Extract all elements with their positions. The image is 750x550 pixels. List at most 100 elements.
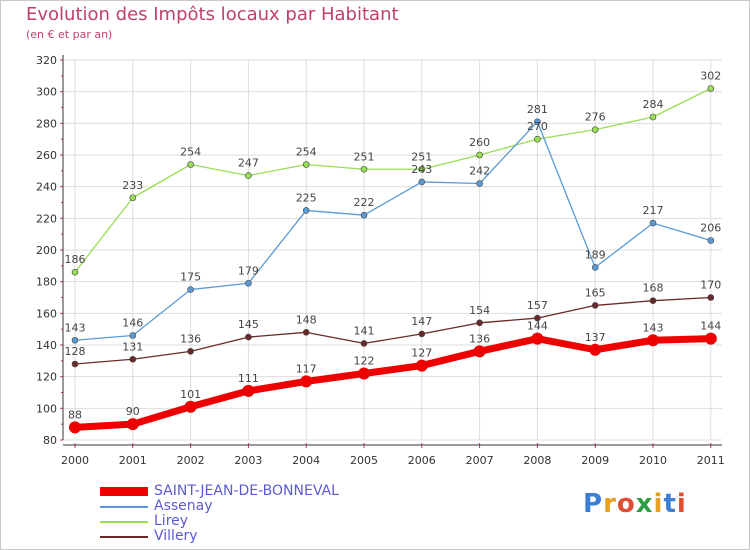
data-label: 281 <box>527 103 548 116</box>
data-point <box>360 211 368 219</box>
logo-letter: o <box>616 489 636 519</box>
y-tick-label: 100 <box>36 402 57 415</box>
chart-title: Evolution des Impôts locaux par Habitant <box>26 4 399 25</box>
data-label: 122 <box>354 355 375 368</box>
x-tick-label: 2006 <box>408 454 436 467</box>
series-lines <box>69 85 717 434</box>
data-point <box>589 343 602 356</box>
data-label: 217 <box>643 204 664 217</box>
x-tick-label: 2009 <box>581 454 609 467</box>
logo-letter: i <box>653 489 664 519</box>
x-tick-label: 2001 <box>119 454 147 467</box>
data-label: 251 <box>411 150 432 163</box>
legend-item-saint-jean: SAINT-JEAN-DE-BONNEVAL <box>100 484 420 499</box>
legend: SAINT-JEAN-DE-BONNEVAL Assenay Lirey Vil… <box>100 484 420 544</box>
logo-letter: x <box>635 489 654 519</box>
data-label: 254 <box>296 146 317 159</box>
data-point <box>302 329 310 336</box>
data-label: 165 <box>585 286 606 299</box>
grid-lines <box>63 59 722 441</box>
data-point <box>649 297 657 304</box>
data-label: 170 <box>700 279 721 292</box>
data-label: 247 <box>238 157 259 170</box>
data-label: 189 <box>585 248 606 261</box>
data-point <box>418 165 426 173</box>
data-point <box>649 219 657 227</box>
legend-item-assenay: Assenay <box>100 499 420 514</box>
data-label: 222 <box>354 196 375 209</box>
data-point <box>647 334 659 347</box>
series-line-assenay <box>74 121 711 341</box>
data-point <box>476 151 483 159</box>
data-point <box>129 332 137 339</box>
data-label: 90 <box>126 405 140 418</box>
data-point <box>534 118 541 126</box>
axes: 80 100 120 140 160 180 200 220 240 260 280 300 320 20… <box>36 54 725 467</box>
y-tick-label: 320 <box>36 54 57 67</box>
data-label: 270 <box>527 120 548 133</box>
data-label: 186 <box>65 253 86 266</box>
y-tick-label: 300 <box>36 86 57 99</box>
data-point <box>300 375 313 388</box>
data-label: 154 <box>469 304 490 317</box>
chart-subtitle: (en € et par an) <box>26 28 113 41</box>
data-point <box>707 237 715 244</box>
data-label: 137 <box>585 331 606 344</box>
data-label: 131 <box>122 340 143 353</box>
data-point <box>591 126 599 133</box>
legend-label: Lirey <box>154 513 189 529</box>
data-point <box>707 85 715 92</box>
x-tick-label: 2008 <box>523 454 551 467</box>
data-point <box>534 314 541 322</box>
data-point <box>184 400 197 413</box>
y-tick-label: 180 <box>36 276 57 289</box>
y-tick-label: 80 <box>43 434 57 447</box>
data-point <box>126 418 139 431</box>
data-point <box>69 421 81 434</box>
y-tick-label: 220 <box>36 212 57 225</box>
data-point <box>71 360 79 368</box>
data-point <box>473 345 486 358</box>
data-label: 276 <box>585 111 606 124</box>
data-point <box>242 384 255 397</box>
data-point <box>415 359 428 372</box>
data-label: 243 <box>411 163 432 176</box>
y-tick-label: 120 <box>36 371 57 384</box>
data-label: 144 <box>700 320 721 333</box>
y-tick-label: 240 <box>36 181 57 194</box>
legend-swatch <box>100 536 148 538</box>
data-point <box>187 161 194 168</box>
legend-label: SAINT-JEAN-DE-BONNEVAL <box>154 483 339 499</box>
x-tick-label: 2010 <box>639 454 667 467</box>
data-point <box>129 355 137 363</box>
data-label: 136 <box>469 332 490 345</box>
data-label: 254 <box>180 146 201 159</box>
data-label: 111 <box>238 372 259 385</box>
x-tick-label: 2007 <box>466 454 494 467</box>
series-line-saint-jean-de-bonneval <box>74 335 711 431</box>
logo-letter: i <box>676 489 687 519</box>
x-tick-label: 2002 <box>177 454 205 467</box>
data-label: 136 <box>180 332 201 345</box>
data-label: 146 <box>122 317 143 330</box>
data-point <box>129 194 137 202</box>
proxiti-logo: Proxiti <box>583 489 687 519</box>
data-label: 145 <box>238 318 259 331</box>
legend-label: Assenay <box>154 498 213 514</box>
x-tick-label: 2005 <box>350 454 378 467</box>
data-point <box>302 161 310 168</box>
data-label: 168 <box>643 282 664 295</box>
data-point <box>71 336 79 344</box>
data-label: 144 <box>527 320 548 333</box>
data-label: 179 <box>238 264 259 277</box>
y-tick-label: 200 <box>36 244 57 257</box>
data-point <box>476 180 483 187</box>
x-tick-label: 2003 <box>234 454 262 467</box>
data-label: 127 <box>411 347 432 360</box>
legend-item-villery: Villery <box>100 529 420 544</box>
x-tick-label: 2011 <box>697 454 725 467</box>
data-label: 206 <box>700 222 721 235</box>
data-label: 260 <box>469 136 490 149</box>
data-point <box>245 279 252 287</box>
